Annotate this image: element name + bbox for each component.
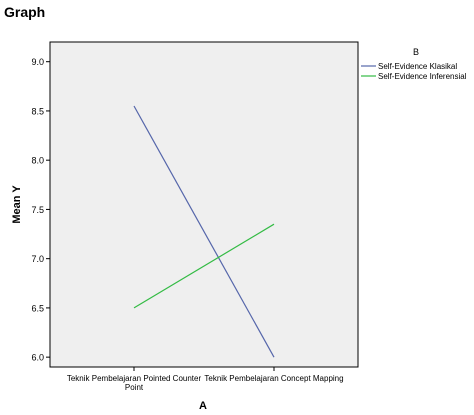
x-axis-label: A [199, 400, 207, 412]
legend-label-2: Self-Evidence Inferensial [378, 72, 467, 81]
y-tick-label: 6.5 [31, 303, 44, 313]
legend-label-1: Self-Evidence Klasikal [378, 62, 457, 71]
y-tick-label: 8.5 [31, 106, 44, 116]
x-tick-label: Point [125, 383, 144, 392]
x-tick-label: Teknik Pembelajaran Concept Mapping [204, 374, 343, 383]
plot-area [49, 41, 359, 368]
y-tick-label: 8.0 [31, 156, 44, 166]
page-title: Graph [4, 4, 46, 20]
series-line-2 [133, 223, 275, 309]
y-axis-label: Mean Y [11, 185, 23, 224]
x-tick-label: Teknik Pembelajaran Pointed Counter [67, 374, 202, 383]
y-tick-label: 7.5 [31, 205, 44, 215]
legend-title: B [413, 47, 419, 57]
y-tick-label: 7.0 [31, 254, 44, 264]
y-tick-label: 6.0 [31, 353, 44, 363]
series-line-1 [133, 105, 275, 358]
y-tick-label: 9.0 [31, 57, 44, 67]
